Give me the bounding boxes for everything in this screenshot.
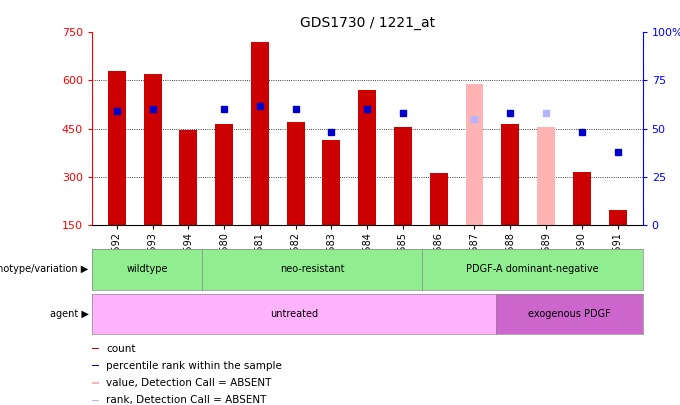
Text: neo-resistant: neo-resistant [280, 264, 344, 274]
FancyBboxPatch shape [92, 382, 99, 384]
Text: value, Detection Call = ABSENT: value, Detection Call = ABSENT [106, 378, 271, 388]
Text: count: count [106, 343, 135, 354]
Bar [609, 210, 626, 225]
Bar [537, 127, 555, 225]
Bar [430, 173, 447, 225]
Text: wildtype: wildtype [126, 264, 168, 274]
Bar [394, 127, 412, 225]
Text: untreated: untreated [270, 309, 318, 319]
Text: exogenous PDGF: exogenous PDGF [528, 309, 611, 319]
Bar [143, 74, 162, 225]
Bar [108, 71, 126, 225]
Bar [287, 122, 305, 225]
Title: GDS1730 / 1221_at: GDS1730 / 1221_at [300, 16, 435, 30]
Text: percentile rank within the sample: percentile rank within the sample [106, 361, 282, 371]
Bar [466, 84, 483, 225]
Bar [251, 42, 269, 225]
Text: rank, Detection Call = ABSENT: rank, Detection Call = ABSENT [106, 395, 267, 405]
Bar [358, 90, 376, 225]
FancyBboxPatch shape [92, 400, 99, 401]
Bar [573, 172, 591, 225]
Bar [215, 124, 233, 225]
Bar [322, 140, 341, 225]
Bar [501, 124, 520, 225]
FancyBboxPatch shape [92, 365, 99, 367]
FancyBboxPatch shape [92, 348, 99, 349]
Bar [180, 130, 197, 225]
Text: genotype/variation ▶: genotype/variation ▶ [0, 264, 88, 274]
Text: PDGF-A dominant-negative: PDGF-A dominant-negative [466, 264, 599, 274]
Text: agent ▶: agent ▶ [50, 309, 88, 319]
